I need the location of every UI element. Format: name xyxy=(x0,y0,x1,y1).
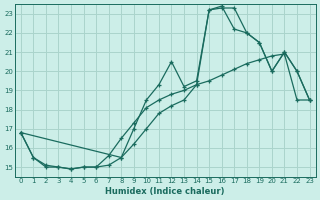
X-axis label: Humidex (Indice chaleur): Humidex (Indice chaleur) xyxy=(106,187,225,196)
